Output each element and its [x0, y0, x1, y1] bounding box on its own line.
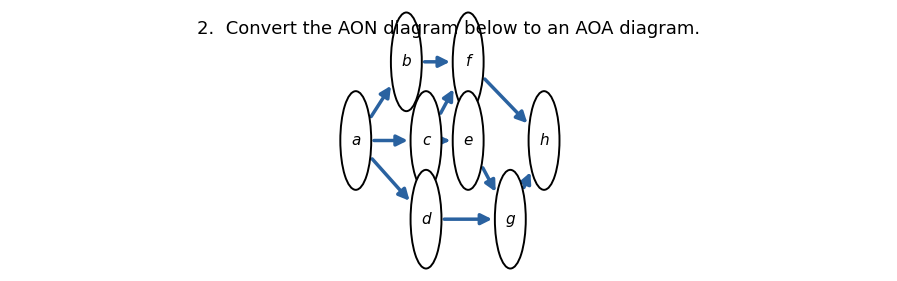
Text: d: d — [422, 212, 431, 227]
Ellipse shape — [411, 91, 441, 190]
Text: c: c — [422, 133, 431, 148]
Ellipse shape — [411, 170, 441, 269]
Text: g: g — [506, 212, 515, 227]
Text: 2.  Convert the AON diagram below to an AOA diagram.: 2. Convert the AON diagram below to an A… — [197, 20, 700, 38]
Text: h: h — [539, 133, 549, 148]
Text: b: b — [402, 54, 411, 69]
Ellipse shape — [453, 91, 483, 190]
Text: a: a — [351, 133, 361, 148]
Ellipse shape — [528, 91, 560, 190]
Text: e: e — [464, 133, 473, 148]
Ellipse shape — [495, 170, 526, 269]
Ellipse shape — [340, 91, 371, 190]
Ellipse shape — [391, 12, 422, 111]
Text: f: f — [466, 54, 471, 69]
Ellipse shape — [453, 12, 483, 111]
